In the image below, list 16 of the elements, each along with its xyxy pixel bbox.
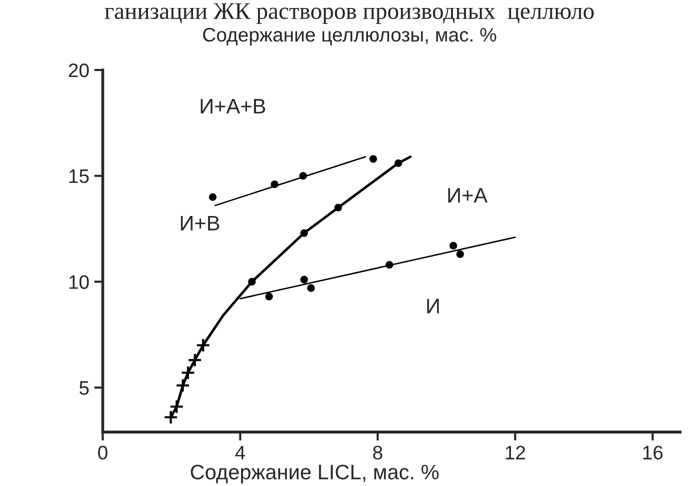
y-tick-label: 20	[68, 63, 89, 78]
annotation: И	[427, 298, 439, 314]
annotation: И+А	[448, 188, 488, 202]
x-tick-label: 0	[98, 446, 108, 460]
chart-title: ганизации ЖК растворов производных целлюло	[104, 3, 594, 24]
x-tick-label: 8	[373, 446, 382, 460]
y-tick-label: 15	[69, 170, 89, 184]
annotation: И+В	[180, 216, 220, 230]
x-tick-label: 4	[235, 446, 246, 460]
x-tick-label: 16	[643, 446, 663, 460]
x-axis-title: Содержание LICL, мас. %	[190, 464, 439, 484]
y-tick-label: 5	[80, 381, 89, 395]
x-tick-label: 12	[506, 446, 525, 460]
annotation: И+А+В	[200, 99, 266, 114]
y-tick-label: 10	[69, 275, 89, 289]
y-axis-title: Содержание целлюлозы, мас. %	[203, 28, 496, 46]
